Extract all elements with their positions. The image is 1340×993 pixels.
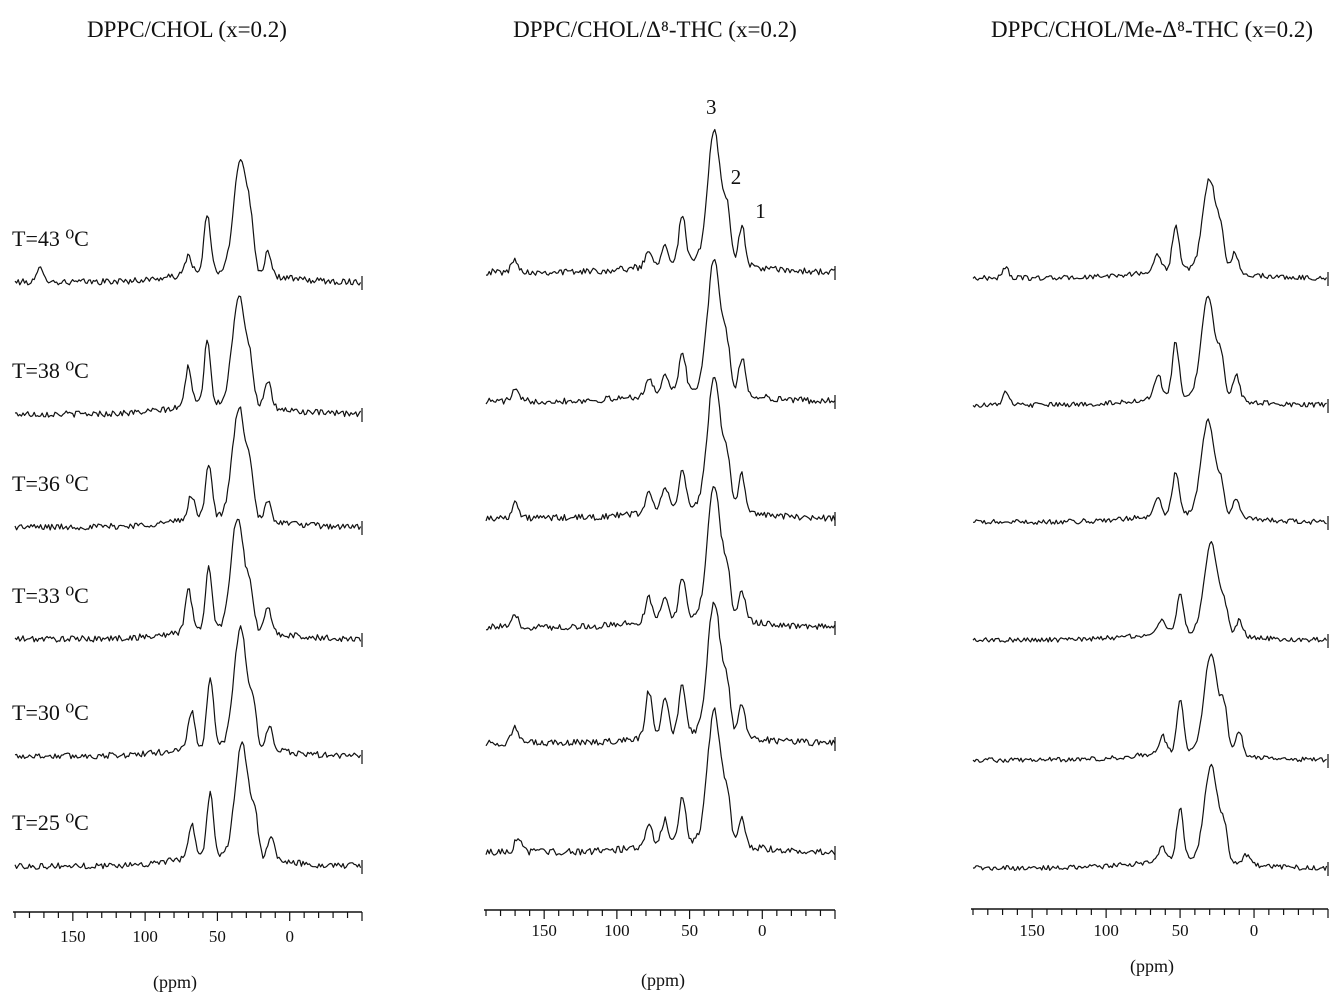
- spectrum-trace: [14, 625, 362, 760]
- spectrum-trace: [485, 707, 836, 856]
- spectrum-trace: [14, 159, 362, 286]
- panel-title: DPPC/CHOL/Δ⁸-THC (x=0.2): [513, 17, 797, 42]
- spectrum-trace: [972, 653, 1327, 763]
- spectrum-trace: [14, 295, 362, 418]
- spectrum-trace: [972, 418, 1327, 525]
- spectrum-trace: [485, 258, 836, 405]
- spectrum-trace: [14, 741, 362, 870]
- x-tick-label: 100: [1093, 921, 1119, 940]
- temperature-label: T=43 ⁰C: [12, 226, 89, 251]
- temperature-label: T=25 ⁰C: [12, 810, 89, 835]
- x-tick-label: 0: [758, 921, 767, 940]
- peak-label: 1: [755, 199, 766, 223]
- x-tick-label: 150: [531, 921, 557, 940]
- panel-dppc-chol: DPPC/CHOL (x=0.2) (ppm) T=43 ⁰C T=38 ⁰C T=…: [12, 17, 363, 993]
- peak-label: 2: [731, 165, 742, 189]
- spectrum-trace: [485, 128, 836, 276]
- spectrum-trace: [485, 486, 836, 631]
- x-tick-label: 50: [1172, 921, 1189, 940]
- x-tick-label: 150: [60, 927, 86, 946]
- temperature-label: T=33 ⁰C: [12, 583, 89, 608]
- spectrum-trace: [972, 541, 1328, 643]
- x-tick-label: 50: [681, 921, 698, 940]
- x-tick-label: 50: [209, 927, 226, 946]
- x-axis-label: (ppm): [153, 972, 197, 993]
- x-tick-label: 150: [1019, 921, 1045, 940]
- spectrum-trace: [972, 178, 1328, 281]
- spectrum-trace: [972, 295, 1327, 408]
- x-tick-label: 0: [1250, 921, 1259, 940]
- x-tick-label: 100: [132, 927, 158, 946]
- x-axis-label: (ppm): [641, 970, 685, 991]
- spectrum-trace: [14, 518, 362, 643]
- temperature-label: T=30 ⁰C: [12, 700, 89, 725]
- panel-title: DPPC/CHOL/Me-Δ⁸-THC (x=0.2): [991, 17, 1313, 42]
- x-tick-label: 0: [285, 927, 294, 946]
- panel-title: DPPC/CHOL (x=0.2): [87, 17, 287, 42]
- spectrum-trace: [485, 376, 836, 522]
- panel-dppc-chol-thc: DPPC/CHOL/Δ⁸-THC (x=0.2) (ppm) 3 21 150 100…: [484, 17, 836, 991]
- peak-label: 3: [706, 95, 717, 119]
- temperature-label: T=36 ⁰C: [12, 471, 89, 496]
- x-tick-label: 100: [604, 921, 630, 940]
- x-axis-label: (ppm): [1130, 956, 1174, 977]
- panel-dppc-chol-me-thc: DPPC/CHOL/Me-Δ⁸-THC (x=0.2) (ppm) 150 100…: [971, 17, 1329, 977]
- spectrum-trace: [972, 763, 1328, 871]
- spectrum-trace: [485, 601, 836, 747]
- temperature-label: T=38 ⁰C: [12, 358, 89, 383]
- spectrum-trace: [14, 406, 362, 531]
